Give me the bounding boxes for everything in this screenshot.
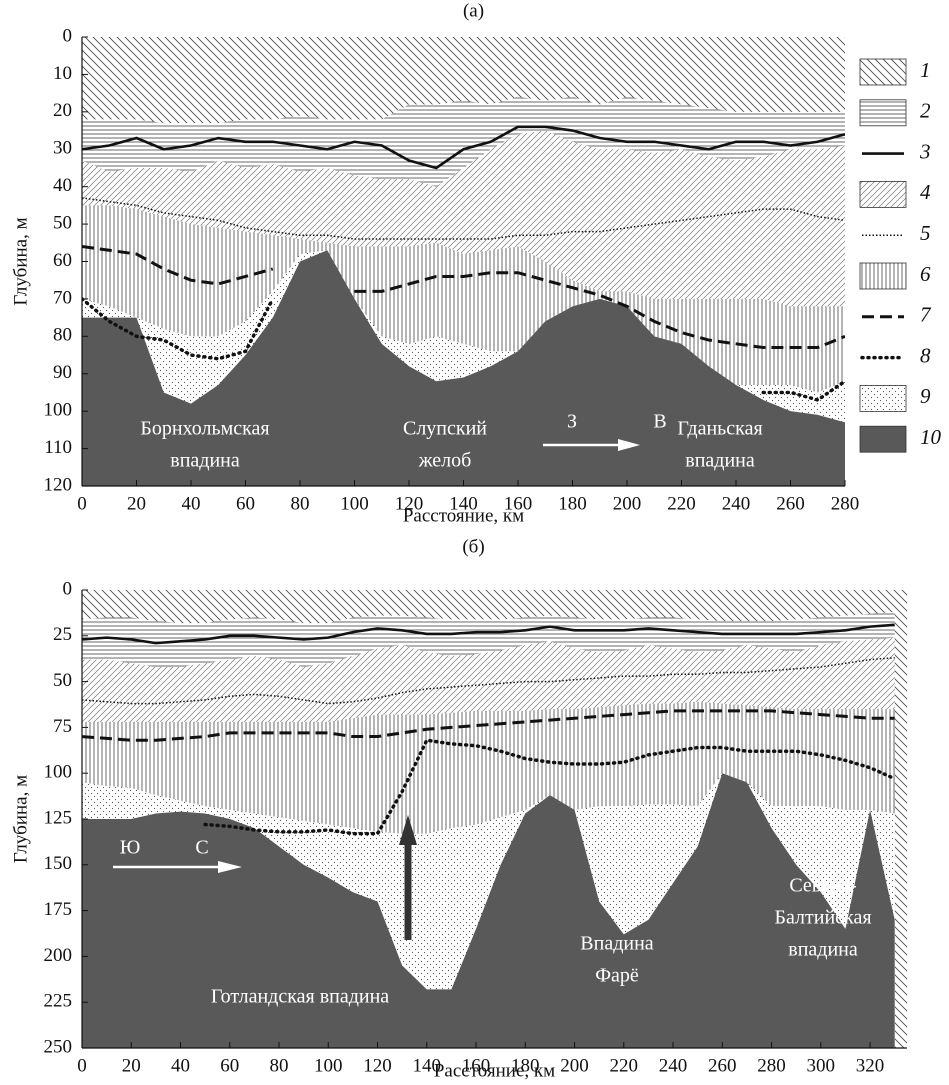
- annotation: Готландская впадина: [211, 986, 389, 1008]
- y-tick-label: 110: [44, 437, 72, 458]
- annotation: З: [567, 411, 577, 433]
- y-tick-label: 100: [44, 762, 73, 783]
- panel-title: (б): [462, 536, 484, 557]
- annotation: Гданьская: [677, 418, 762, 440]
- y-tick-label: 100: [44, 400, 73, 421]
- y-tick-label: 225: [44, 991, 73, 1012]
- legend-label: 3: [919, 139, 931, 163]
- x-axis-label: Расстояние, км: [434, 1060, 555, 1081]
- x-tick-label: 40: [171, 1055, 190, 1076]
- legend-label: 2: [920, 99, 931, 123]
- legend-label: 10: [920, 425, 942, 449]
- legend-label: 4: [920, 180, 931, 204]
- x-tick-label: 80: [291, 493, 310, 514]
- annotation: С: [195, 837, 208, 859]
- x-tick-label: 20: [127, 493, 146, 514]
- y-tick-label: 0: [63, 578, 73, 599]
- y-tick-label: 200: [44, 945, 73, 966]
- x-tick-label: 180: [558, 493, 587, 514]
- legend-label: 6: [920, 262, 931, 286]
- x-axis-label: Расстояние, км: [403, 505, 524, 526]
- legend-label: 8: [920, 343, 931, 367]
- x-tick-label: 280: [757, 1055, 786, 1076]
- legend-label: 5: [920, 221, 931, 245]
- x-tick-label: 60: [236, 493, 255, 514]
- annotation: В: [653, 411, 666, 433]
- annotation: впадина: [170, 450, 240, 472]
- annotation: желоб: [418, 450, 472, 472]
- plot-area: [82, 590, 907, 1048]
- y-tick-label: 10: [53, 63, 72, 84]
- legend-label: 9: [920, 384, 931, 408]
- x-tick-label: 300: [807, 1055, 836, 1076]
- legend-swatch: [860, 263, 906, 289]
- legend-swatch: [860, 385, 906, 411]
- y-tick-label: 70: [53, 287, 72, 308]
- annotation: впадина: [788, 939, 858, 961]
- x-tick-label: 60: [220, 1055, 239, 1076]
- figure: 0102030405060708090100110120020406080100…: [0, 0, 949, 1085]
- x-tick-label: 220: [667, 493, 696, 514]
- annotation: Северо-: [789, 875, 856, 897]
- y-tick-label: 25: [53, 624, 72, 645]
- y-tick-label: 60: [53, 250, 72, 271]
- annotation: Фарё: [595, 965, 639, 987]
- x-tick-label: 240: [659, 1055, 688, 1076]
- legend-swatch: [860, 426, 906, 452]
- y-axis-label: Глубина, м: [10, 217, 31, 305]
- x-tick-label: 320: [856, 1055, 885, 1076]
- y-tick-label: 50: [53, 670, 72, 691]
- y-tick-label: 90: [53, 362, 72, 383]
- x-tick-label: 200: [560, 1055, 589, 1076]
- y-tick-label: 40: [53, 175, 72, 196]
- y-tick-label: 120: [44, 474, 73, 495]
- legend-swatch: [860, 181, 906, 207]
- annotation: Ю: [120, 837, 141, 859]
- y-tick-label: 175: [44, 899, 73, 920]
- x-tick-label: 100: [340, 493, 369, 514]
- x-tick-label: 0: [77, 493, 87, 514]
- annotation: Балтийская: [774, 907, 871, 929]
- x-tick-label: 0: [77, 1055, 87, 1076]
- y-tick-label: 20: [53, 100, 72, 121]
- x-tick-label: 260: [776, 493, 805, 514]
- legend-swatch: [860, 100, 906, 126]
- y-tick-label: 80: [53, 325, 72, 346]
- y-tick-label: 30: [53, 138, 72, 159]
- panel-title: (а): [463, 0, 484, 21]
- plot-layer: [82, 37, 907, 1048]
- y-tick-label: 250: [44, 1036, 73, 1057]
- y-tick-label: 125: [44, 807, 73, 828]
- x-tick-label: 220: [610, 1055, 639, 1076]
- x-tick-label: 200: [613, 493, 642, 514]
- legend-label: 1: [920, 58, 931, 82]
- legend-swatch: [860, 59, 906, 85]
- x-tick-label: 260: [708, 1055, 737, 1076]
- y-axis-label: Глубина, м: [10, 775, 31, 863]
- x-tick-label: 120: [363, 1055, 392, 1076]
- y-tick-label: 75: [53, 716, 72, 737]
- annotation: Слупский: [403, 418, 487, 440]
- x-tick-label: 40: [182, 493, 201, 514]
- x-tick-label: 80: [270, 1055, 289, 1076]
- x-tick-label: 240: [722, 493, 751, 514]
- x-tick-label: 100: [314, 1055, 343, 1076]
- annotation: Впадина: [580, 933, 654, 955]
- y-tick-label: 50: [53, 212, 72, 233]
- annotation: впадина: [685, 450, 755, 472]
- x-tick-label: 280: [831, 493, 860, 514]
- legend-label: 7: [920, 303, 932, 327]
- annotation: Борнхольмская: [140, 418, 269, 440]
- y-tick-label: 150: [44, 853, 73, 874]
- y-tick-label: 0: [63, 25, 73, 46]
- x-tick-label: 20: [122, 1055, 141, 1076]
